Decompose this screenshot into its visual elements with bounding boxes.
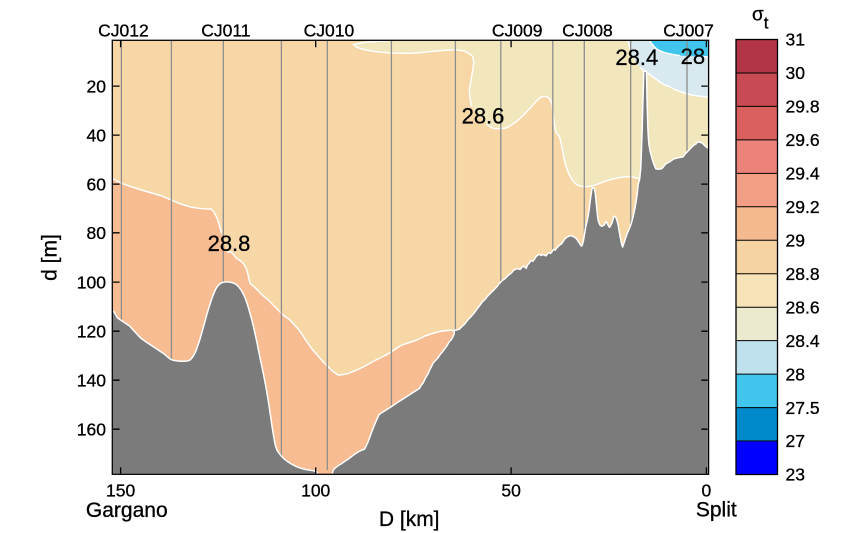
- svg-text:28: 28: [681, 44, 705, 69]
- svg-text:40: 40: [87, 125, 107, 145]
- svg-text:28.6: 28.6: [786, 297, 820, 317]
- svg-text:80: 80: [87, 223, 107, 243]
- svg-text:28.6: 28.6: [462, 104, 505, 129]
- svg-text:31: 31: [786, 30, 805, 50]
- svg-text:d [m]: d [m]: [39, 234, 62, 281]
- svg-text:CJ012: CJ012: [98, 21, 149, 41]
- svg-text:29.4: 29.4: [786, 164, 820, 184]
- svg-text:29.2: 29.2: [786, 197, 820, 217]
- svg-text:27: 27: [786, 431, 805, 451]
- svg-text:29: 29: [786, 231, 805, 251]
- svg-text:20: 20: [87, 76, 107, 96]
- svg-text:CJ008: CJ008: [562, 21, 613, 41]
- svg-text:28: 28: [786, 364, 805, 384]
- svg-text:28.4: 28.4: [615, 45, 658, 70]
- svg-text:28.8: 28.8: [786, 264, 820, 284]
- svg-text:120: 120: [77, 322, 106, 342]
- svg-text:28.4: 28.4: [786, 331, 820, 351]
- svg-text:29.6: 29.6: [786, 130, 820, 150]
- svg-text:CJ007: CJ007: [663, 21, 714, 41]
- svg-text:Gargano: Gargano: [86, 499, 168, 522]
- svg-text:160: 160: [77, 420, 106, 440]
- svg-text:150: 150: [106, 481, 135, 501]
- svg-text:60: 60: [87, 174, 107, 194]
- svg-text:28.8: 28.8: [208, 231, 251, 256]
- svg-text:50: 50: [501, 481, 521, 501]
- svg-text:CJ009: CJ009: [492, 21, 543, 41]
- svg-text:D [km]: D [km]: [379, 508, 440, 531]
- svg-text:30: 30: [786, 63, 806, 83]
- svg-text:0: 0: [702, 481, 712, 501]
- svg-text:Split: Split: [696, 499, 737, 522]
- svg-text:100: 100: [77, 272, 106, 292]
- svg-text:27.5: 27.5: [786, 398, 820, 418]
- svg-text:CJ011: CJ011: [201, 21, 250, 41]
- svg-text:CJ010: CJ010: [304, 21, 355, 41]
- svg-text:100: 100: [301, 481, 330, 501]
- svg-text:29.8: 29.8: [786, 97, 820, 117]
- svg-text:140: 140: [77, 371, 106, 391]
- svg-text:23: 23: [786, 465, 805, 485]
